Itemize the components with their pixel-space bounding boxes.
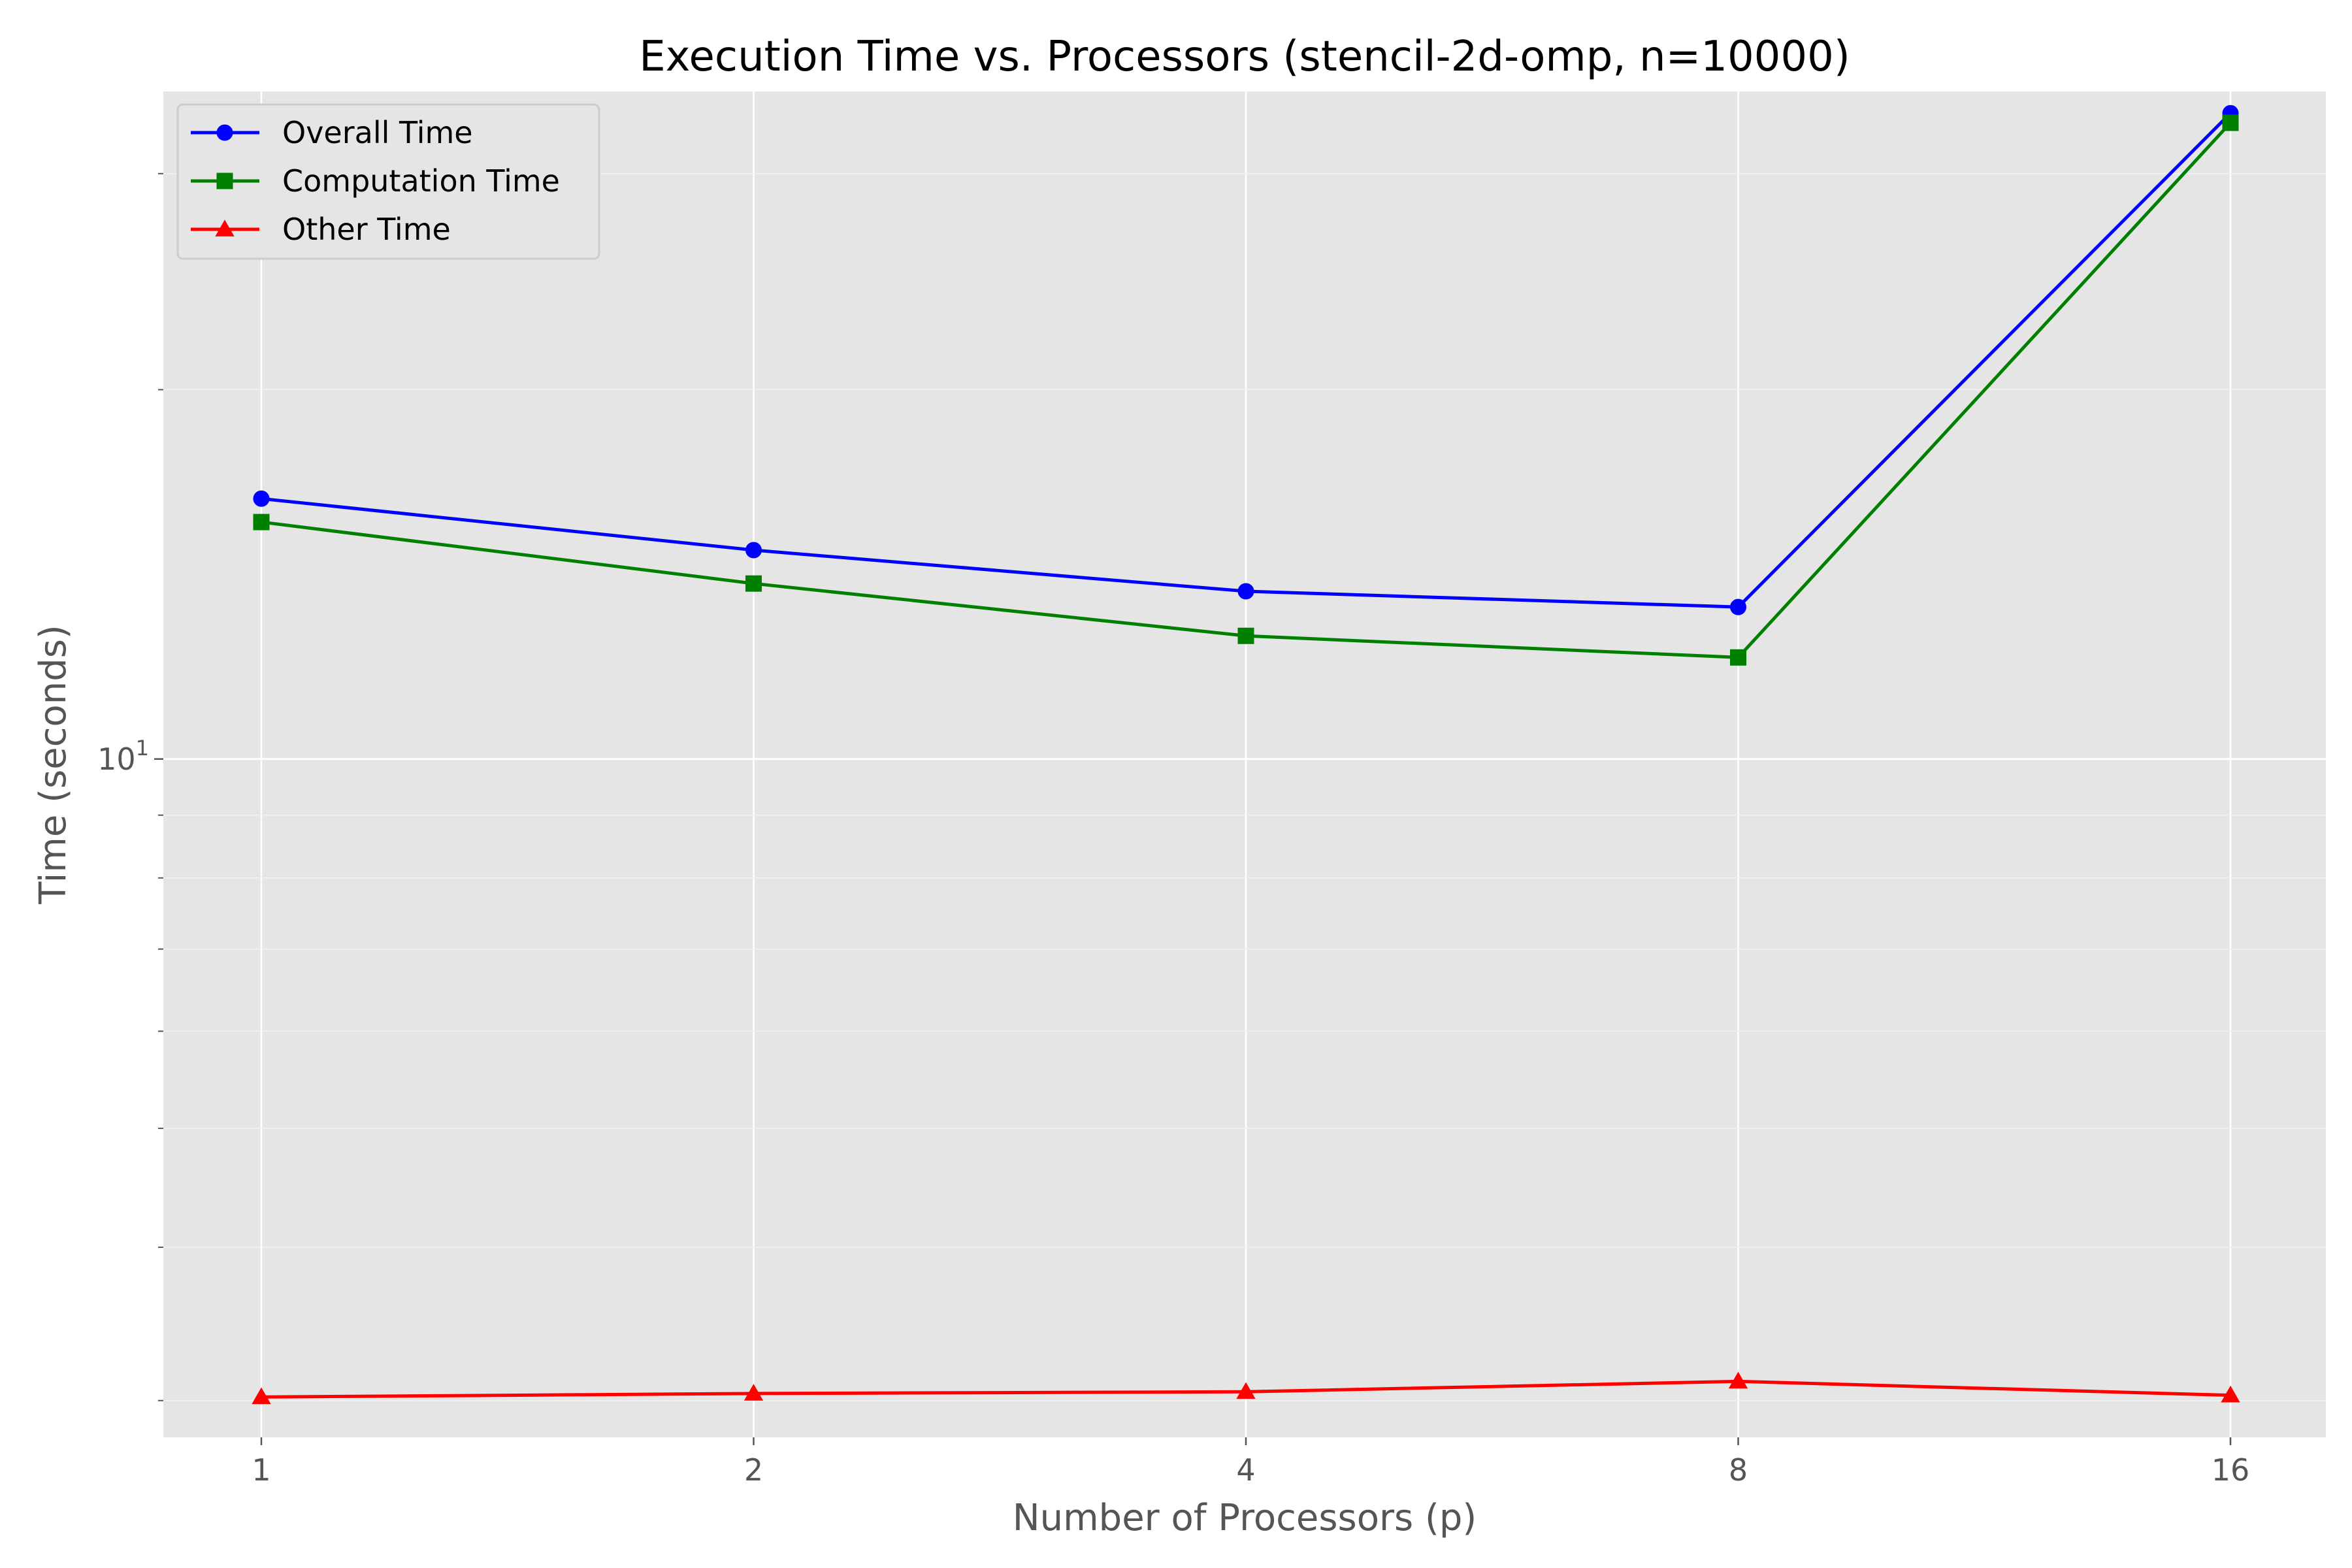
legend-marker-overall-time	[216, 124, 233, 141]
data-point-computation-time	[745, 575, 762, 592]
legend: Overall Time Computation Time Other Time	[176, 103, 600, 260]
data-point-overall-time	[1237, 583, 1254, 600]
legend-label-overall-time: Overall Time	[282, 115, 473, 150]
data-point-overall-time	[745, 542, 762, 559]
data-point-overall-time	[1730, 598, 1746, 615]
data-point-other-time	[1728, 1371, 1748, 1389]
data-point-computation-time	[1237, 627, 1254, 644]
x-axis-ticks: 1 2 4 8 16	[252, 1437, 2249, 1488]
x-tick-label: 16	[2212, 1452, 2250, 1488]
x-tick-label: 8	[1729, 1452, 1748, 1488]
data-point-other-time	[252, 1387, 271, 1405]
legend-box	[176, 103, 600, 260]
chart-title: Execution Time vs. Processors (stencil-2…	[639, 33, 1850, 81]
y-tick-label: 101	[97, 736, 149, 777]
data-point-computation-time	[2222, 114, 2239, 131]
data-point-computation-time	[253, 514, 270, 531]
legend-marker-other-time	[215, 220, 235, 237]
legend-marker-computation-time	[216, 172, 233, 189]
y-axis-ticks: 101	[97, 172, 163, 1401]
data-point-overall-time	[253, 490, 270, 507]
x-tick-label: 1	[252, 1452, 270, 1488]
x-axis-label: Number of Processors (p)	[1013, 1497, 1477, 1539]
legend-label-other-time: Other Time	[282, 212, 451, 247]
data-point-computation-time	[1730, 649, 1746, 666]
plot-background	[163, 91, 2326, 1437]
y-axis-label: Time (seconds)	[32, 625, 74, 904]
data-point-other-time	[1236, 1382, 1256, 1399]
data-point-other-time	[743, 1384, 764, 1401]
grid-lines	[163, 91, 2326, 1437]
legend-label-computation-time: Computation Time	[282, 163, 560, 199]
data-point-other-time	[2221, 1385, 2240, 1403]
series-layer	[252, 105, 2240, 1405]
x-tick-label: 4	[1236, 1452, 1255, 1488]
x-tick-label: 2	[744, 1452, 763, 1488]
